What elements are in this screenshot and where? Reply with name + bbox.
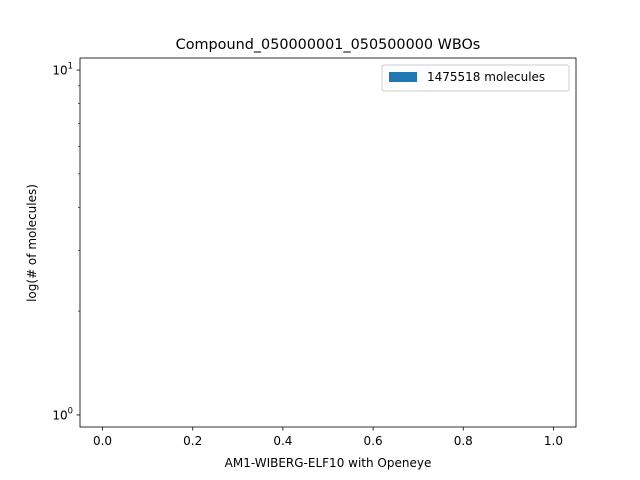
legend-box <box>381 64 570 92</box>
y-tick-label: 100 <box>52 405 73 422</box>
x-tick-label: 0.6 <box>364 434 383 448</box>
chart-title: Compound_050000001_050500000 WBOs <box>176 37 481 53</box>
x-tick-label: 0.0 <box>93 434 112 448</box>
x-tick-label: 0.4 <box>273 434 292 448</box>
plot-frame <box>79 57 577 428</box>
y-axis-label: log(# of molecules) <box>25 184 39 302</box>
legend: 1475518 molecules <box>381 64 570 92</box>
y-tick-label: 101 <box>52 61 73 78</box>
y-axis-ticks: 100 101 <box>52 61 80 422</box>
legend-swatch <box>389 72 417 82</box>
x-tick-label: 0.2 <box>183 434 202 448</box>
x-tick-label: 1.0 <box>544 434 563 448</box>
x-axis-label: AM1-WIBERG-ELF10 with Openeye <box>225 456 432 470</box>
legend-label: 1475518 molecules <box>427 70 545 84</box>
x-axis-ticks: 0.0 0.2 0.4 0.6 0.8 1.0 <box>93 427 563 448</box>
x-tick-label: 0.8 <box>454 434 473 448</box>
